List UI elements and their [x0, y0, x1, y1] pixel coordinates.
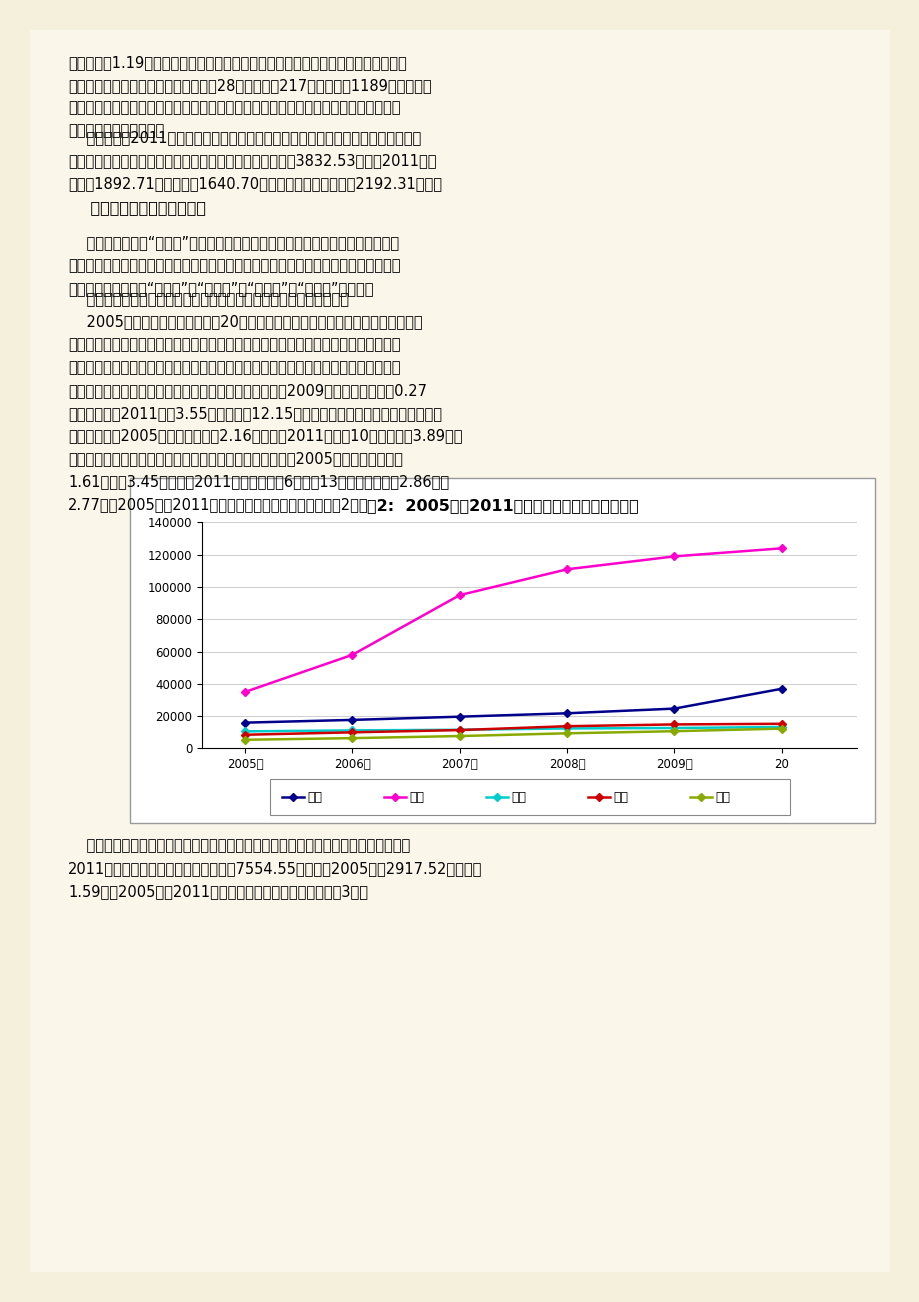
生育	[239, 732, 250, 747]
医疗	[561, 561, 572, 577]
生育	[454, 728, 465, 743]
Line: 工伤: 工伤	[242, 721, 784, 737]
Text: 失业: 失业	[510, 792, 526, 803]
Text: 医疗: 医疗	[409, 792, 424, 803]
工伤	[776, 716, 787, 732]
Line: 医疗: 医疗	[242, 546, 784, 695]
工伤	[239, 727, 250, 742]
医疗	[776, 540, 787, 556]
工伤	[454, 723, 465, 738]
Text: （一）基本建成了覆盖城乡的社会保障体系，有力促进了社会公平。: （一）基本建成了覆盖城乡的社会保障体系，有力促进了社会公平。	[68, 292, 348, 307]
医疗	[239, 684, 250, 699]
工伤	[346, 724, 357, 740]
Text: 2005年以来，我国先后出台了20多项社会保障政策规定，建立了农村最低生活保
障制度，开展了城镇居民基本医疗保险试点、新农保试点和城居保试点，历史上首次为
农村: 2005年以来，我国先后出台了20多项社会保障政策规定，建立了农村最低生活保 障…	[68, 315, 462, 512]
工伤	[561, 719, 572, 734]
失业	[776, 719, 787, 734]
养老	[346, 712, 357, 728]
失业	[346, 723, 357, 738]
医疗	[454, 587, 465, 603]
失业	[239, 724, 250, 740]
养老	[454, 708, 465, 724]
失业	[668, 720, 679, 736]
工伤	[668, 716, 679, 732]
Text: 二、社会保障工作成效显著: 二、社会保障工作成效显著	[68, 201, 206, 215]
养老	[561, 706, 572, 721]
Text: 此外，截至2011年底，地方试点或开展的机关事业单位养老保险、被征地农民养老
保险、外来务工人员大病医疗保险等其他险种参保人数共计3832.53万人，2011年: 此外，截至2011年底，地方试点或开展的机关事业单位养老保险、被征地农民养老 保…	[68, 130, 441, 191]
Line: 失业: 失业	[242, 724, 784, 734]
医疗	[668, 548, 679, 564]
养老	[776, 681, 787, 697]
Text: 审计情况表明，“十一五”期间我国社会保障体系建设实现了历史性跨越，建成了
一个世界上覆盖人口最多的社会保障网络，为改革深化、体制转轨和社会稳定创造了有
利条件，: 审计情况表明，“十一五”期间我国社会保障体系建设实现了历史性跨越，建成了 一个世…	[68, 236, 400, 296]
Line: 养老: 养老	[242, 686, 784, 725]
失业	[561, 720, 572, 736]
生育	[561, 725, 572, 741]
Text: 经办机构有1.19万个；民政公共服务设施建设大力推进，基础保障和服务能力不断增
强，社区服务体系逐步建立。同时，有28个省本级、217个市本级和1189个县成立: 经办机构有1.19万个；民政公共服务设施建设大力推进，基础保障和服务能力不断增 …	[68, 55, 431, 138]
Text: 工伤: 工伤	[612, 792, 628, 803]
Text: 养老: 养老	[307, 792, 322, 803]
FancyBboxPatch shape	[130, 478, 874, 823]
医疗	[346, 647, 357, 663]
生育	[776, 721, 787, 737]
失业	[454, 721, 465, 737]
生育	[346, 730, 357, 746]
Line: 生育: 生育	[242, 725, 784, 742]
Text: 生育: 生育	[714, 792, 729, 803]
生育	[668, 724, 679, 740]
Text: 图2:  2005年至2011年社会保险参保人数变化情况: 图2: 2005年至2011年社会保险参保人数变化情况	[367, 499, 638, 513]
FancyBboxPatch shape	[269, 780, 789, 815]
养老	[239, 715, 250, 730]
养老	[668, 700, 679, 716]
FancyBboxPatch shape	[30, 30, 889, 1272]
Text: 随着社会救助工作力度的加大和救助标准的不断提高，社会救助覆盖范围不断扩大。
2011年底纳入最低生活保障的人数达到7554.55万人，比2005年的2917.5: 随着社会救助工作力度的加大和救助标准的不断提高，社会救助覆盖范围不断扩大。 20…	[68, 838, 482, 900]
